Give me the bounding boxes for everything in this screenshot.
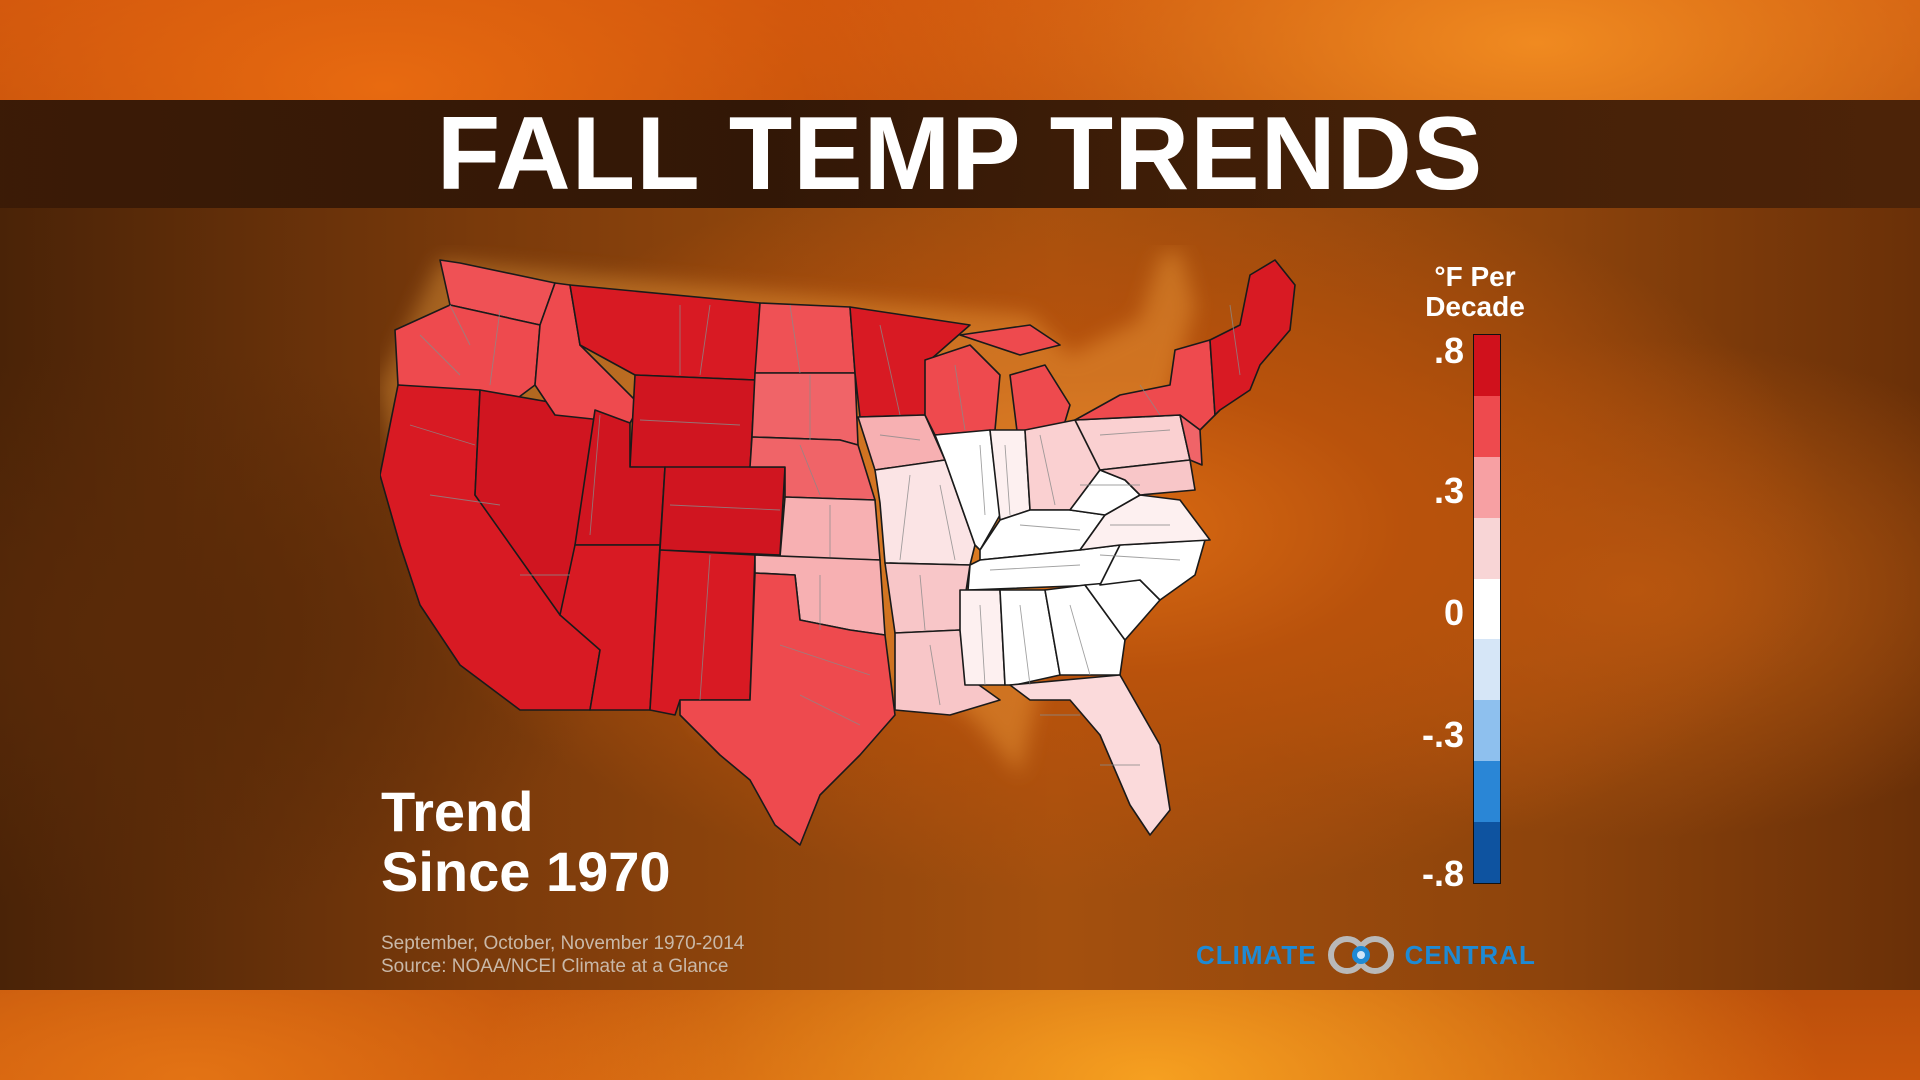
legend-swatch — [1474, 578, 1500, 640]
brand-left-text: CLIMATE — [1196, 939, 1317, 970]
trend-label-line2: Since 1970 — [381, 840, 671, 903]
source-attribution: Source: NOAA/NCEI Climate at a Glance — [381, 956, 729, 977]
legend-title-line2: Decade — [1425, 291, 1525, 322]
trend-label: Trend Since 1970 — [381, 782, 671, 902]
map-states — [380, 259, 1296, 846]
state-new-mexico — [649, 549, 756, 716]
climate-central-icon — [1327, 936, 1394, 974]
state-colorado — [659, 466, 786, 556]
climate-central-logo: CLIMATE CENTRAL — [1196, 935, 1536, 975]
trend-label-line1: Trend — [381, 780, 534, 843]
state-alabama — [999, 589, 1061, 686]
legend-swatch — [1474, 639, 1500, 701]
legend-color-bar — [1473, 334, 1501, 884]
legend-swatch — [1474, 456, 1500, 518]
brand-right-text: CENTRAL — [1404, 939, 1536, 970]
legend-tick: .8 — [1433, 330, 1464, 371]
state-north-dakota — [754, 302, 856, 374]
title-band — [0, 100, 1920, 208]
state-new-jersey — [1179, 414, 1203, 466]
state-mississippi — [959, 589, 1006, 686]
legend-title: °F Per Decade — [1415, 262, 1535, 322]
legend-swatch — [1474, 761, 1500, 823]
legend-swatch — [1474, 822, 1500, 884]
legend-swatch — [1474, 700, 1500, 762]
legend-tick: -.3 — [1421, 714, 1464, 755]
source-note: September, October, November 1970-2014 S… — [381, 932, 744, 978]
state-texas — [679, 572, 896, 846]
legend-swatch — [1474, 517, 1500, 579]
state-maryland — [1099, 459, 1196, 496]
legend-swatch — [1474, 335, 1500, 396]
state-south-dakota — [751, 372, 859, 446]
state-arkansas — [884, 562, 971, 634]
state-florida — [1009, 674, 1171, 836]
legend-tick: -.8 — [1421, 853, 1464, 894]
source-period: September, October, November 1970-2014 — [381, 933, 745, 954]
legend-swatch — [1474, 395, 1500, 457]
us-temperature-trend-map — [380, 250, 1296, 846]
legend-tick: .3 — [1433, 470, 1464, 511]
page-title: FALL TEMP TRENDS — [436, 96, 1484, 212]
state-georgia — [1044, 584, 1126, 676]
state-new-england — [1209, 259, 1296, 416]
climate-division-lines — [409, 304, 1241, 766]
legend-title-line1: °F Per — [1434, 261, 1516, 292]
legend-tick: 0 — [1443, 592, 1464, 633]
